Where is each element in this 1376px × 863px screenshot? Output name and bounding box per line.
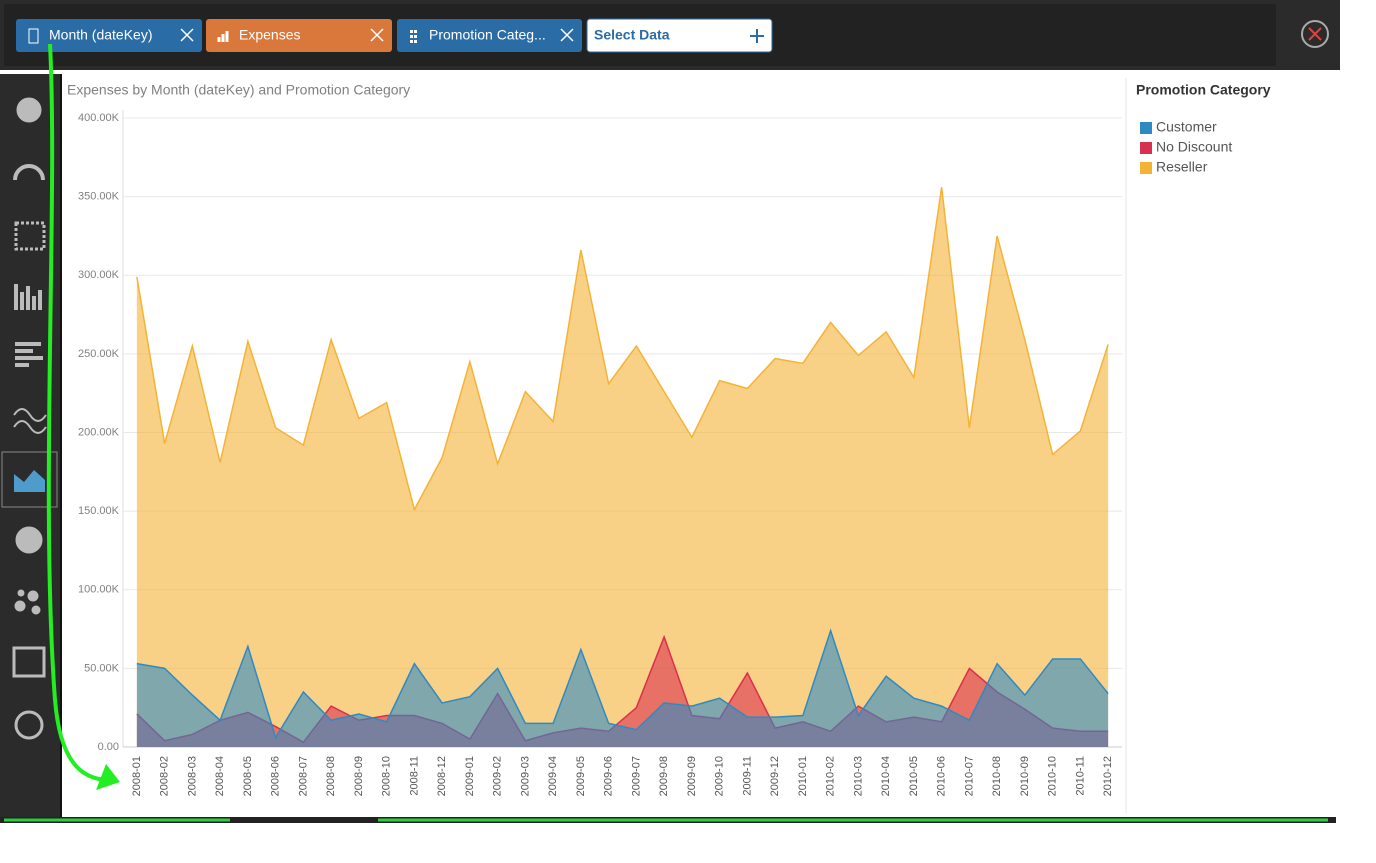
y-tick-label: 400.00K [78,112,120,124]
pill-label: Select Data [594,27,670,43]
x-tick-label: 2009-03 [519,756,531,796]
x-tick-label: 2009-11 [741,756,753,796]
y-tick-label: 50.00K [84,662,120,674]
x-tick-label: 2010-04 [880,756,892,796]
close-icons [180,28,574,42]
legend-swatch [1140,162,1152,174]
x-tick-label: 2009-09 [686,756,698,796]
x-tick-label: 2009-08 [658,756,670,796]
x-tick-label: 2010-10 [1047,756,1059,796]
annotation-arrow [46,43,111,782]
x-tick-label: 2009-01 [464,756,476,796]
x-tick-label: 2010-07 [963,756,975,796]
plot: 0.00 50.00K 100.00K 150.00K 200.00K 250.00K 30… [78,110,1122,796]
x-tick-label: 2009-10 [714,756,726,796]
x-tick-label: 2009-04 [547,756,559,796]
y-tick-label: 150.00K [78,505,120,517]
x-tick-label: 2009-05 [575,756,587,796]
legend-title: Promotion Category [1136,82,1271,98]
x-tick-label: 2010-05 [908,756,920,796]
area-line [136,628,1109,740]
x-tick-label: 2008-10 [381,756,393,796]
x-tick-label: 2008-12 [436,756,448,796]
area-fill [136,187,1109,747]
x-tick-label: 2010-12 [1102,756,1114,796]
x-tick-label: 2008-02 [159,756,171,796]
x-tick-label: 2008-07 [297,756,309,796]
sidebar-icons[interactable] [1,97,58,740]
pill-month[interactable] [16,19,202,52]
reset-icon-x [1308,27,1322,41]
x-tick-label: 2010-02 [825,756,837,796]
area-line [136,187,1109,512]
x-tick-label: 2009-07 [630,756,642,796]
x-tick-label: 2008-11 [408,756,420,796]
x-tick-label: 2008-05 [242,756,254,796]
pill-icon [28,28,39,44]
x-tick-label: 2010-08 [991,756,1003,796]
area-fill [136,630,1109,747]
y-tick-label: 100.00K [78,584,120,596]
legend-swatch [1140,122,1152,134]
legend-swatch [1140,142,1152,154]
legend-label: No Discount [1156,139,1232,155]
pill-icon [217,31,229,42]
pill-label: Promotion Categ... [429,27,546,43]
pill-select-data[interactable] [586,18,773,53]
legend-label: Customer [1156,119,1217,135]
y-tick-label: 350.00K [78,191,120,203]
pill-icon [410,30,417,43]
sidebar-edge [60,74,62,819]
x-tick-label: 2008-08 [325,756,337,796]
x-tick-label: 2010-01 [797,756,809,796]
x-tick-label: 2009-12 [769,756,781,796]
pill-label: Expenses [239,27,300,43]
x-tick-label: 2010-06 [936,756,948,796]
x-tick-label: 2010-09 [1019,756,1031,796]
x-tick-label: 2008-06 [270,756,282,796]
pill-label: Month (dateKey) [49,27,153,43]
x-tick-label: 2008-01 [131,756,143,796]
x-tick-label: 2008-03 [186,756,198,796]
pill-promotion[interactable] [397,19,582,52]
x-tick-label: 2008-04 [214,756,226,796]
y-tick-label: 0.00 [98,741,119,753]
chart-title: Expenses by Month (dateKey) and Promotio… [67,82,410,98]
x-tick-label: 2010-03 [852,756,864,796]
legend-label: Reseller [1156,159,1208,175]
add-icon[interactable] [750,29,764,43]
annotation-arrowhead [96,764,120,790]
y-tick-label: 200.00K [78,426,120,438]
y-tick-label: 250.00K [78,348,120,360]
x-tick-label: 2009-06 [603,756,615,796]
x-tick-label: 2010-11 [1074,756,1086,796]
y-tick-label: 300.00K [78,269,120,281]
pill-expenses[interactable] [206,19,392,52]
x-tick-label: 2009-02 [492,756,504,796]
x-tick-label: 2008-09 [353,756,365,796]
reset-icon[interactable] [1301,20,1329,48]
